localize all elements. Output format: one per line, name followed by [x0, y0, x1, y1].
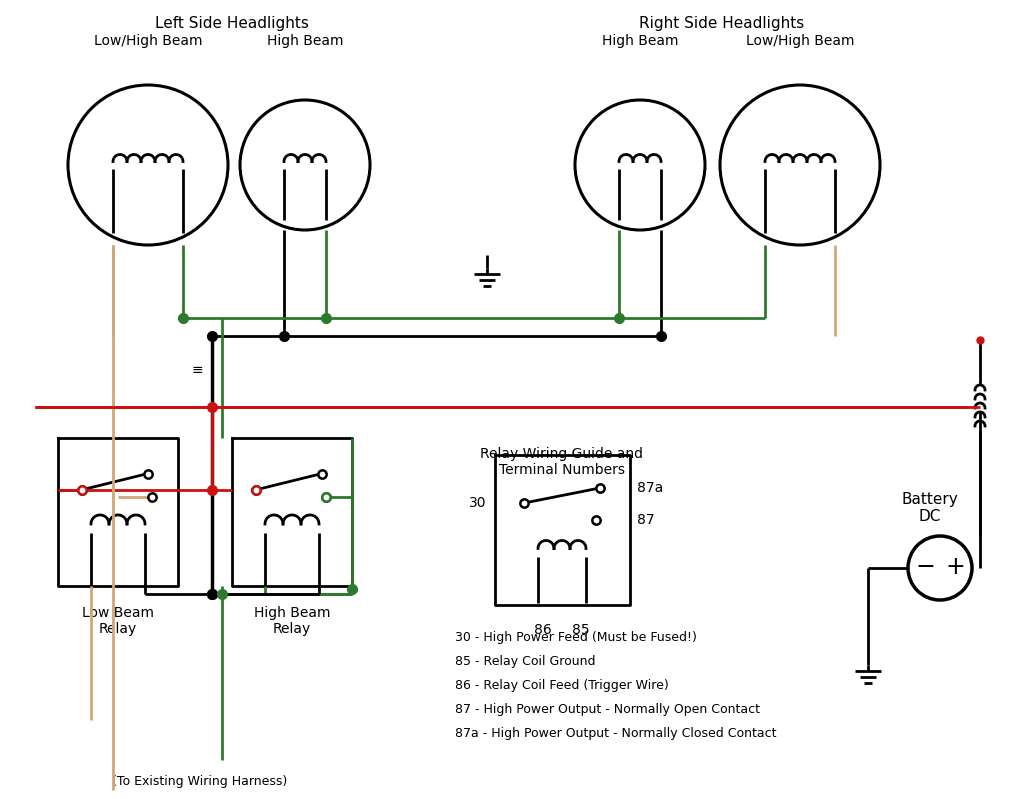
Text: Battery
DC: Battery DC [902, 492, 959, 524]
Text: Left Side Headlights: Left Side Headlights [155, 16, 309, 31]
Text: High Beam: High Beam [602, 34, 678, 48]
Text: 87a: 87a [637, 481, 664, 495]
Text: Low/High Beam: Low/High Beam [745, 34, 855, 48]
Text: High Beam: High Beam [267, 34, 343, 48]
Text: 87a - High Power Output - Normally Closed Contact: 87a - High Power Output - Normally Close… [455, 728, 776, 741]
Text: High Beam
Relay: High Beam Relay [254, 606, 330, 636]
Text: 87: 87 [637, 512, 655, 527]
Text: 30: 30 [469, 496, 487, 510]
Text: ≡: ≡ [191, 363, 203, 377]
Text: 85: 85 [572, 623, 590, 637]
Text: 86: 86 [534, 623, 552, 637]
Text: (To Existing Wiring Harness): (To Existing Wiring Harness) [112, 775, 288, 788]
Text: 30 - High Power Feed (Must be Fused!): 30 - High Power Feed (Must be Fused!) [455, 631, 697, 645]
Text: Low/High Beam: Low/High Beam [94, 34, 202, 48]
Text: Low Beam
Relay: Low Beam Relay [82, 606, 154, 636]
Text: +: + [945, 555, 965, 579]
Text: Right Side Headlights: Right Side Headlights [639, 16, 804, 31]
Text: Relay Wiring Guide and
Terminal Numbers: Relay Wiring Guide and Terminal Numbers [480, 447, 643, 477]
Text: −: − [916, 555, 935, 579]
Text: 85 - Relay Coil Ground: 85 - Relay Coil Ground [455, 655, 596, 669]
Text: 87 - High Power Output - Normally Open Contact: 87 - High Power Output - Normally Open C… [455, 703, 760, 717]
Text: 86 - Relay Coil Feed (Trigger Wire): 86 - Relay Coil Feed (Trigger Wire) [455, 679, 669, 693]
